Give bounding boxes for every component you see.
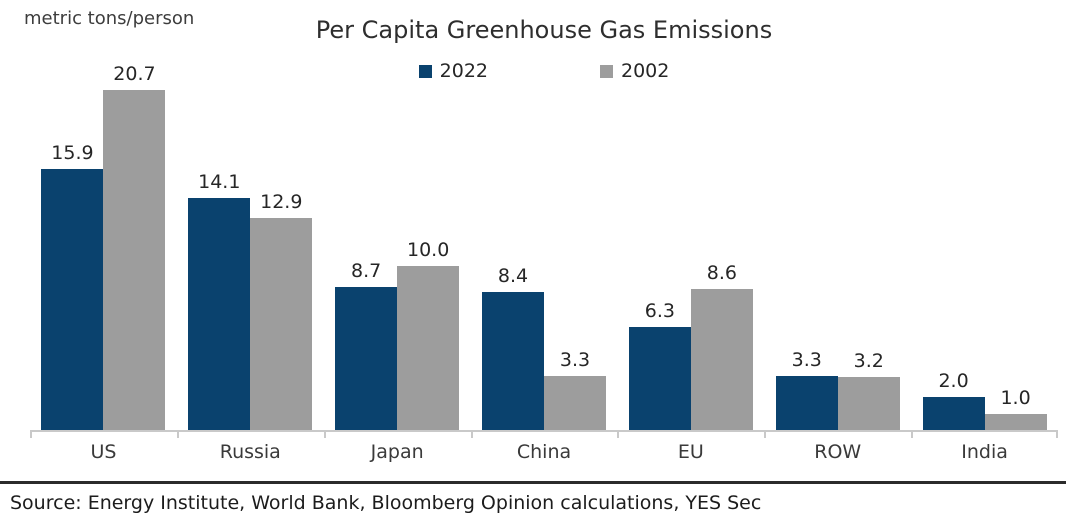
plot-area: 15.9 20.7 14.1 12.9 8.7 10.0 8.4 3.3 6.3 8.6 3.3 3.… [30,63,1058,430]
footer-divider [0,481,1066,484]
bar-value-label-2022-russia: 14.1 [198,171,241,193]
bar-value-label-2002-eu: 8.6 [706,262,737,284]
bar-group-japan: 8.7 10.0 [324,90,471,430]
bar-2022-eu: 6.3 [628,300,691,430]
axis-tick [323,432,326,438]
category-label-russia: Russia [219,441,281,463]
category-label-us: US [90,441,117,463]
category-label-eu: EU [677,441,704,463]
y-axis-unit-label: metric tons/person [24,8,195,29]
bar-group-china: 8.4 3.3 [471,90,618,430]
axis-tick [176,432,179,438]
bar-2002-china: 3.3 [544,349,606,430]
axis-tick [470,432,473,438]
axis-tick [617,432,620,438]
legend: 2022 2002 [30,60,1058,82]
bar-value-label-2022-row: 3.3 [791,349,822,371]
bar-group-row: 3.3 3.2 [764,90,911,430]
axis-tick [911,432,914,438]
legend-swatch-2022-icon [418,64,432,78]
bar-group-russia: 14.1 12.9 [177,90,324,430]
bar-value-label-2002-us: 20.7 [113,63,156,85]
legend-item-2022: 2022 [418,60,488,82]
bar-2002-row: 3.2 [837,350,900,430]
bar-2022-us: 15.9 [41,142,104,430]
legend-swatch-2002-icon [600,64,613,78]
bar-value-label-2022-china: 8.4 [497,265,529,287]
category-axis: US Russia Japan China EU ROW India [30,441,1058,463]
bar-value-label-2022-india: 2.0 [938,370,969,392]
source-attribution: Source: Energy Institute, World Bank, Bl… [10,492,762,514]
category-label-row: ROW [814,441,862,463]
bar-group-eu: 6.3 8.6 [617,90,764,430]
bar-value-label-2022-eu: 6.3 [644,300,675,322]
bar-2002-russia: 12.9 [250,191,313,430]
bar-2002-japan: 10.0 [397,239,460,430]
bar-2022-japan: 8.7 [335,260,398,430]
bar-2002-india: 1.0 [984,387,1047,430]
category-label-india: India [961,441,1008,463]
axis-tick [1056,432,1058,438]
chart-title: Per Capita Greenhouse Gas Emissions [315,16,773,44]
bar-value-label-2002-japan: 10.0 [406,239,450,261]
axis-tick [30,432,32,438]
bar-value-label-2002-row: 3.2 [853,350,884,372]
bar-2022-china: 8.4 [482,265,544,430]
bar-value-label-2002-china: 3.3 [559,349,591,371]
axis-tick [764,432,767,438]
bar-2002-eu: 8.6 [690,262,753,430]
bar-2022-india: 2.0 [922,370,985,430]
bar-group-us: 15.9 20.7 [30,63,177,430]
category-label-china: China [516,441,572,463]
bar-2022-russia: 14.1 [188,171,251,430]
bar-value-label-2002-russia: 12.9 [260,191,303,213]
category-label-japan: Japan [370,441,424,463]
legend-item-2002: 2002 [600,60,669,82]
bar-2022-row: 3.3 [775,349,838,430]
bar-value-label-2002-india: 1.0 [1000,387,1031,409]
bar-value-label-2022-us: 15.9 [51,142,94,164]
legend-label-2002: 2002 [621,60,670,82]
legend-label-2022: 2022 [439,60,488,82]
bar-2002-us: 20.7 [103,63,166,430]
bar-group-india: 2.0 1.0 [911,90,1058,430]
x-axis-line [30,430,1058,438]
bar-value-label-2022-japan: 8.7 [351,260,382,282]
